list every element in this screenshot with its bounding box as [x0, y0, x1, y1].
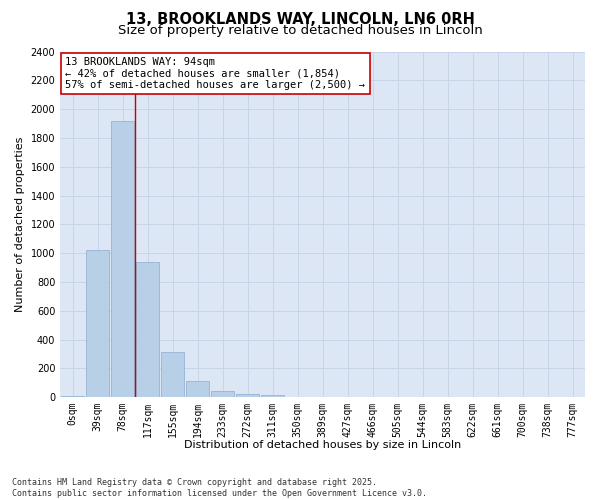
- Bar: [262, 396, 284, 397]
- Bar: [61, 396, 84, 397]
- Bar: [161, 352, 184, 397]
- Bar: [136, 262, 159, 397]
- Bar: [112, 120, 134, 397]
- Y-axis label: Number of detached properties: Number of detached properties: [15, 136, 25, 312]
- Bar: [187, 382, 209, 397]
- Bar: [86, 250, 109, 397]
- Text: Size of property relative to detached houses in Lincoln: Size of property relative to detached ho…: [118, 24, 482, 37]
- Text: Contains HM Land Registry data © Crown copyright and database right 2025.
Contai: Contains HM Land Registry data © Crown c…: [12, 478, 427, 498]
- X-axis label: Distribution of detached houses by size in Lincoln: Distribution of detached houses by size …: [184, 440, 461, 450]
- Text: 13, BROOKLANDS WAY, LINCOLN, LN6 0RH: 13, BROOKLANDS WAY, LINCOLN, LN6 0RH: [125, 12, 475, 28]
- Bar: [236, 394, 259, 397]
- Bar: [211, 391, 234, 397]
- Text: 13 BROOKLANDS WAY: 94sqm
← 42% of detached houses are smaller (1,854)
57% of sem: 13 BROOKLANDS WAY: 94sqm ← 42% of detach…: [65, 56, 365, 90]
